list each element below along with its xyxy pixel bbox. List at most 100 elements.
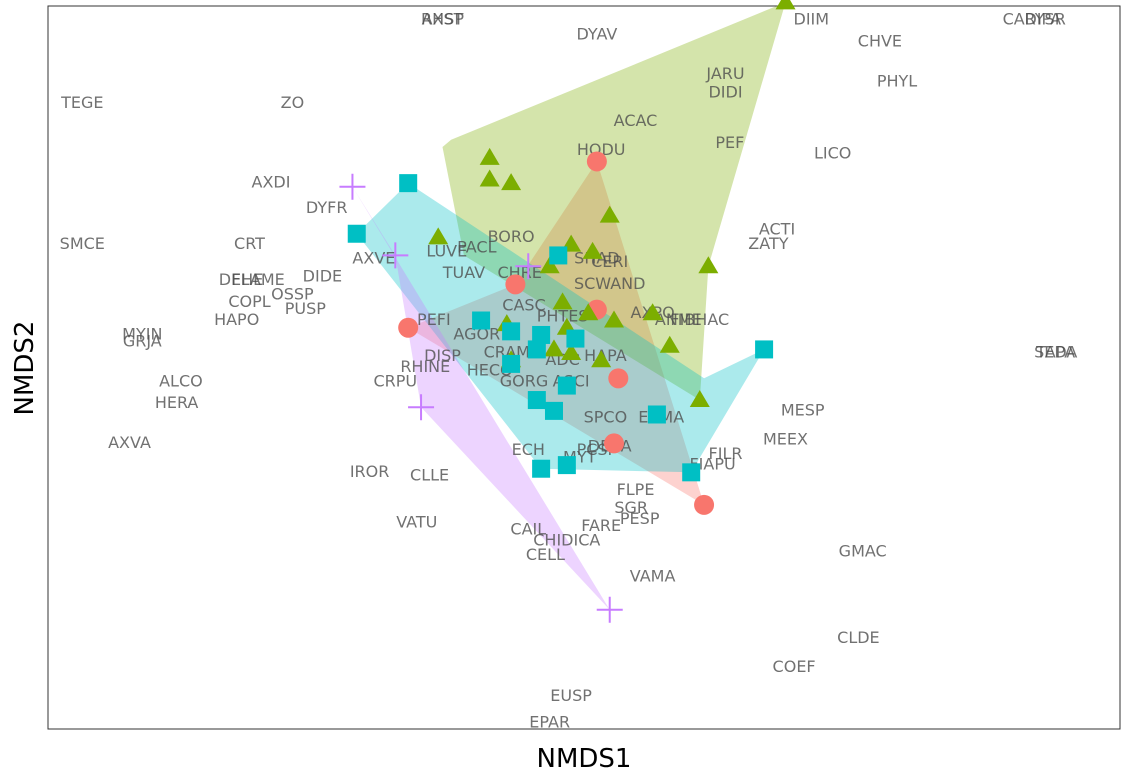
species-label: SEDA	[1034, 343, 1077, 362]
species-label: DEHE	[219, 270, 264, 289]
group-2-point	[479, 147, 500, 165]
species-label: OSSP	[271, 285, 314, 304]
species-label: DISP	[424, 346, 461, 365]
group-2-point	[501, 173, 522, 191]
group-3-point	[755, 340, 774, 359]
species-label: CARYSR	[1003, 10, 1066, 29]
group-hull-4	[352, 186, 610, 610]
species-label: CELL	[526, 545, 565, 564]
group-1-point	[608, 368, 629, 389]
group-2-point	[698, 256, 719, 274]
y-axis-title: NMDS2	[10, 321, 40, 416]
group-3-point	[566, 329, 585, 348]
group-2-point	[561, 343, 582, 361]
species-label: SCWAND	[574, 274, 646, 293]
species-label: FLPE	[617, 480, 655, 499]
species-label: FILR	[709, 444, 743, 463]
group-1-point	[694, 494, 715, 515]
group-3-point	[472, 311, 491, 330]
species-label: MEEX	[763, 429, 808, 448]
species-label: DIDE	[303, 267, 342, 286]
x-axis-title: NMDS1	[537, 744, 632, 774]
group-2-point	[659, 335, 680, 353]
species-label: PESP	[620, 509, 660, 528]
species-label: ACAC	[614, 111, 658, 130]
species-label: HECO	[467, 361, 513, 380]
group-3-point	[647, 405, 666, 424]
group-2-point	[582, 241, 603, 259]
species-label: EPAR	[529, 713, 570, 732]
species-label: CAIL	[510, 520, 546, 539]
group-3-point	[502, 322, 521, 341]
species-label: AXVE	[352, 249, 395, 268]
species-label: DYAV	[576, 24, 617, 43]
species-label: DIDI	[708, 82, 742, 101]
species-label: TAPA	[1035, 343, 1075, 362]
group-4-point	[408, 394, 435, 421]
species-label: COPL	[228, 292, 270, 311]
species-label: GMAC	[839, 541, 887, 560]
group-3-point	[502, 354, 521, 373]
species-label: PUSP	[285, 299, 327, 318]
group-3-point	[557, 376, 576, 395]
group-4-point	[515, 253, 542, 280]
species-label: RHINE	[400, 357, 450, 376]
species-label: EUSP	[550, 686, 592, 705]
species-label: TEGE	[60, 93, 103, 112]
species-label: FIAPU	[689, 455, 735, 474]
group-2-point	[539, 256, 560, 274]
group-2-point	[775, 0, 796, 10]
group-4-point	[596, 596, 623, 623]
species-label: CASC	[502, 296, 545, 315]
group-3-point	[682, 463, 701, 482]
group-2-point	[599, 205, 620, 223]
species-label: SGR	[614, 498, 648, 517]
species-label: ACTI	[759, 220, 795, 239]
species-label: HERA	[155, 393, 199, 412]
species-label: ZO	[281, 93, 305, 112]
group-4-point	[382, 242, 409, 269]
group-1-point	[604, 433, 625, 454]
species-label: AXDI	[252, 173, 291, 192]
group-3-point	[399, 174, 418, 193]
group-3-point	[544, 401, 563, 420]
species-label: LUVE	[426, 241, 467, 260]
group-3-point	[532, 325, 551, 344]
species-label: FLAME	[231, 270, 284, 289]
species-label: RHSP	[421, 10, 464, 29]
plot-panel	[47, 5, 1121, 730]
species-label: HAPA	[584, 346, 627, 365]
point-layer	[339, 0, 796, 623]
group-3-point	[527, 340, 546, 359]
group-3-point	[527, 391, 546, 410]
group-3-point	[549, 246, 568, 265]
species-label: HAPO	[214, 310, 259, 329]
species-label: LICO	[814, 144, 851, 163]
group-2-point	[591, 350, 612, 368]
species-label: GORG	[500, 372, 549, 391]
species-label: CLLE	[410, 465, 449, 484]
species-label: CRT	[234, 234, 265, 253]
group-hull-3	[356, 183, 765, 473]
species-label: MYIN	[122, 325, 162, 344]
group-1-point	[586, 151, 607, 172]
group-3-point	[347, 224, 366, 243]
species-label: DIIM	[794, 10, 830, 29]
species-label: PACL	[457, 238, 496, 257]
group-1-point	[505, 274, 526, 295]
group-1-point	[398, 317, 419, 338]
group-4-point	[339, 173, 366, 200]
hull-layer	[352, 2, 786, 610]
group-2-point	[428, 227, 449, 245]
species-label: ANME	[655, 310, 702, 329]
species-label: SPCO	[584, 408, 628, 427]
species-label: HODU	[577, 140, 626, 159]
group-2-point	[578, 303, 599, 321]
group-2-point	[689, 390, 710, 408]
species-label: ALCO	[159, 372, 203, 391]
group-2-point	[552, 292, 573, 310]
species-label: ZATY	[748, 234, 788, 253]
species-label: PEFI	[417, 310, 451, 329]
